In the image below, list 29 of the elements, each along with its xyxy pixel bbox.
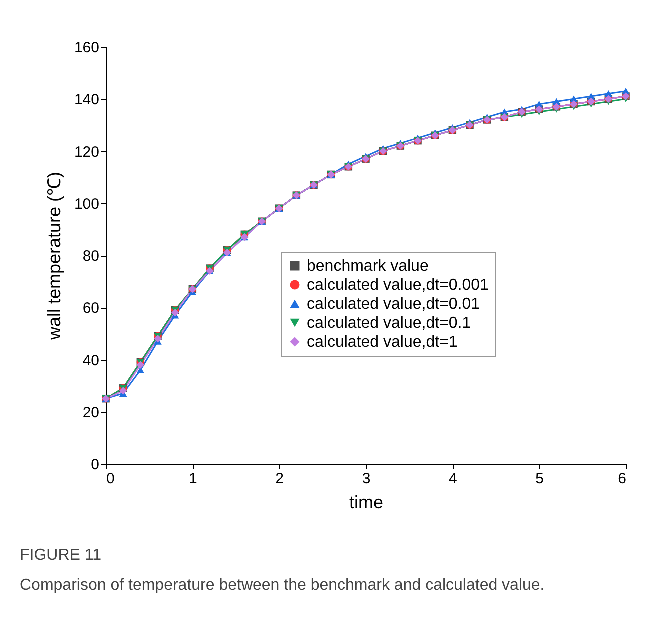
y-tick-label: 160 — [74, 40, 100, 56]
x-tick-label: 3 — [362, 470, 371, 488]
point — [136, 361, 145, 369]
y-tick-label: 100 — [74, 196, 100, 213]
y-tick-label: 80 — [82, 248, 100, 265]
legend-label: calculated value,dt=0.01 — [307, 296, 480, 313]
x-tick-label: 0 — [106, 470, 115, 488]
y-tick-label: 60 — [82, 300, 100, 318]
legend-label: calculated value,dt=0.001 — [307, 277, 490, 294]
x-tick-label: 4 — [448, 470, 458, 488]
x-tick-label: 2 — [276, 470, 284, 488]
legend-label: calculated value,dt=1 — [307, 334, 458, 351]
x-tick-label: 6 — [618, 470, 626, 488]
point — [119, 387, 128, 395]
y-tick-label: 120 — [74, 144, 100, 161]
x-tick-label: 5 — [536, 470, 544, 488]
x-tick-label: 1 — [188, 470, 198, 488]
caption: FIGURE 11 — [20, 547, 102, 564]
text: Comparison of temperature between the benchmark and calculated value. — [20, 577, 545, 594]
y-tick-label: 20 — [82, 404, 100, 422]
y-tick-label: 140 — [74, 92, 100, 109]
legend-label: calculated value,dt=0.1 — [307, 315, 472, 332]
y-tick-label: 40 — [82, 352, 100, 370]
point — [154, 335, 162, 343]
point — [171, 308, 180, 317]
x-axis-title: time — [349, 492, 384, 512]
y-axis-title: wall temperature (℃) — [44, 172, 64, 342]
y-tick-label: 0 — [91, 456, 100, 474]
legend-label: benchmark value — [307, 258, 429, 275]
